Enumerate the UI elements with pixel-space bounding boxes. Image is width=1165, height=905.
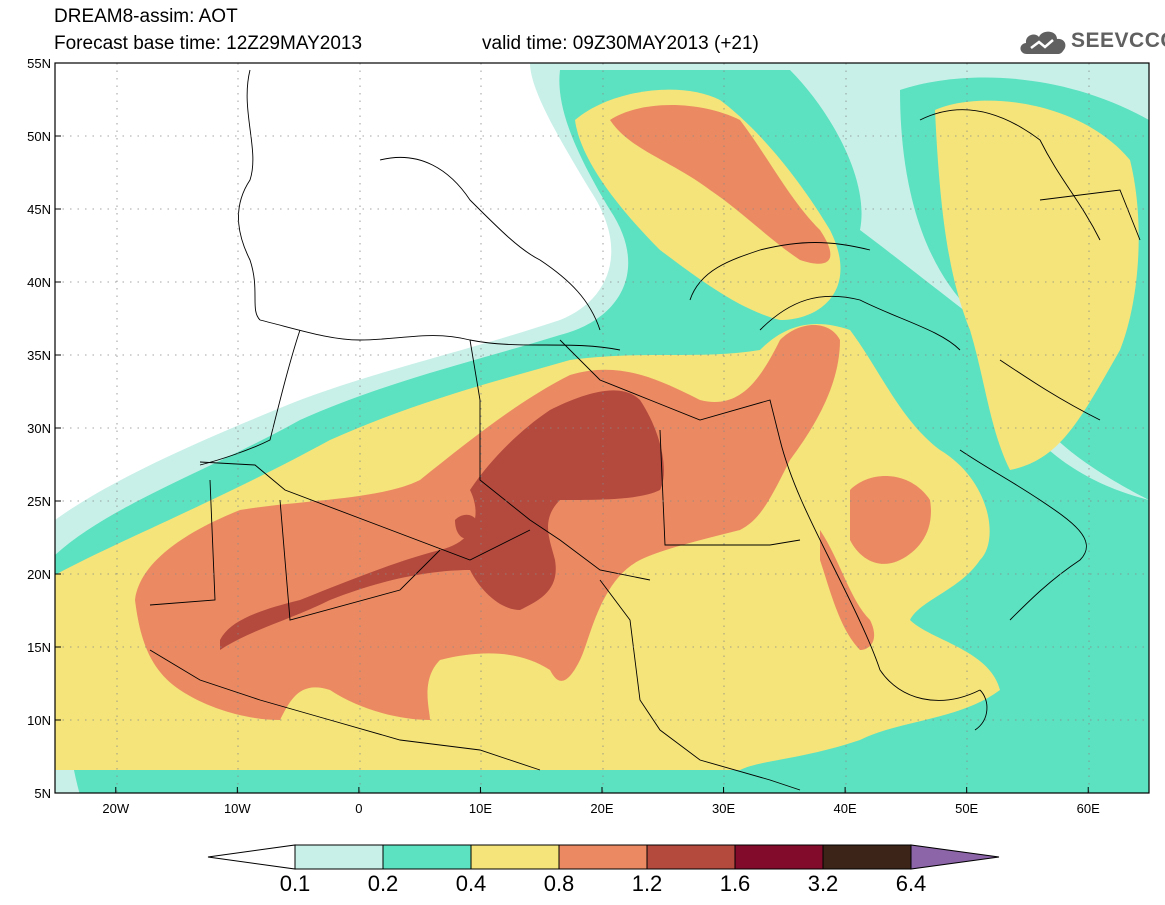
colorbar-level-label: 0.2	[368, 871, 399, 896]
cloud-icon	[1020, 31, 1066, 54]
aot-contour-1-2	[220, 390, 664, 650]
lon-tick-label: 50E	[955, 801, 978, 816]
colorbar-level-label: 0.8	[544, 871, 575, 896]
colorbar-level-label: 3.2	[808, 871, 839, 896]
colorbar-level-label: 1.6	[720, 871, 751, 896]
latitude-axis: 55N 50N 45N 40N 35N 30N 25N 20N 15N 10N 5N	[27, 56, 61, 801]
lat-tick-label: 40N	[27, 275, 51, 290]
seevccc-logo: SEEVCCC	[1017, 24, 1165, 58]
lat-tick-label: 5N	[34, 786, 51, 801]
lat-tick-label: 30N	[27, 421, 51, 436]
lon-tick-label: 10W	[224, 801, 251, 816]
lon-tick-label: 20W	[102, 801, 129, 816]
colorbar-level-label: 0.4	[456, 871, 487, 896]
logo-text: SEEVCCC	[1071, 29, 1165, 52]
colorbar-swatch	[734, 844, 824, 870]
lon-tick-label: 60E	[1077, 801, 1100, 816]
lat-tick-label: 55N	[27, 56, 51, 71]
lat-tick-label: 25N	[27, 494, 51, 509]
lat-tick-label: 20N	[27, 567, 51, 582]
valid-time: valid time: 09Z30MAY2013 (+21)	[482, 33, 759, 54]
forecast-base-time: Forecast base time: 12Z29MAY2013	[54, 33, 363, 54]
colorbar-swatch	[382, 844, 472, 870]
lon-tick-label: 0	[355, 801, 362, 816]
aot-field	[55, 63, 1149, 793]
gridlines	[55, 63, 1149, 793]
lat-tick-label: 45N	[27, 202, 51, 217]
lon-tick-label: 20E	[590, 801, 613, 816]
colorbar-level-label: 0.1	[280, 871, 311, 896]
map-title: DREAM8-assim: AOT	[54, 6, 238, 27]
lat-tick-label: 10N	[27, 713, 51, 728]
colorbar-swatch	[822, 844, 912, 870]
lat-tick-label: 35N	[27, 348, 51, 363]
colorbar-over-triangle	[910, 844, 1000, 870]
colorbar-level-label: 1.2	[632, 871, 663, 896]
lon-tick-label: 40E	[834, 801, 857, 816]
coastlines	[149, 69, 1141, 791]
colorbar-under-triangle	[207, 844, 296, 870]
colorbar-swatch	[558, 844, 648, 870]
colorbar-level-label: 6.4	[896, 871, 927, 896]
colorbar-swatch	[646, 844, 736, 870]
lat-tick-label: 15N	[27, 640, 51, 655]
lon-tick-label: 10E	[469, 801, 492, 816]
lat-tick-label: 50N	[27, 129, 51, 144]
colorbar-swatch	[470, 844, 560, 870]
lon-tick-label: 30E	[712, 801, 735, 816]
colorbar-swatch	[294, 844, 384, 870]
longitude-axis: 20W 10W 0 10E 20E 30E 40E 50E 60E	[102, 787, 1100, 816]
